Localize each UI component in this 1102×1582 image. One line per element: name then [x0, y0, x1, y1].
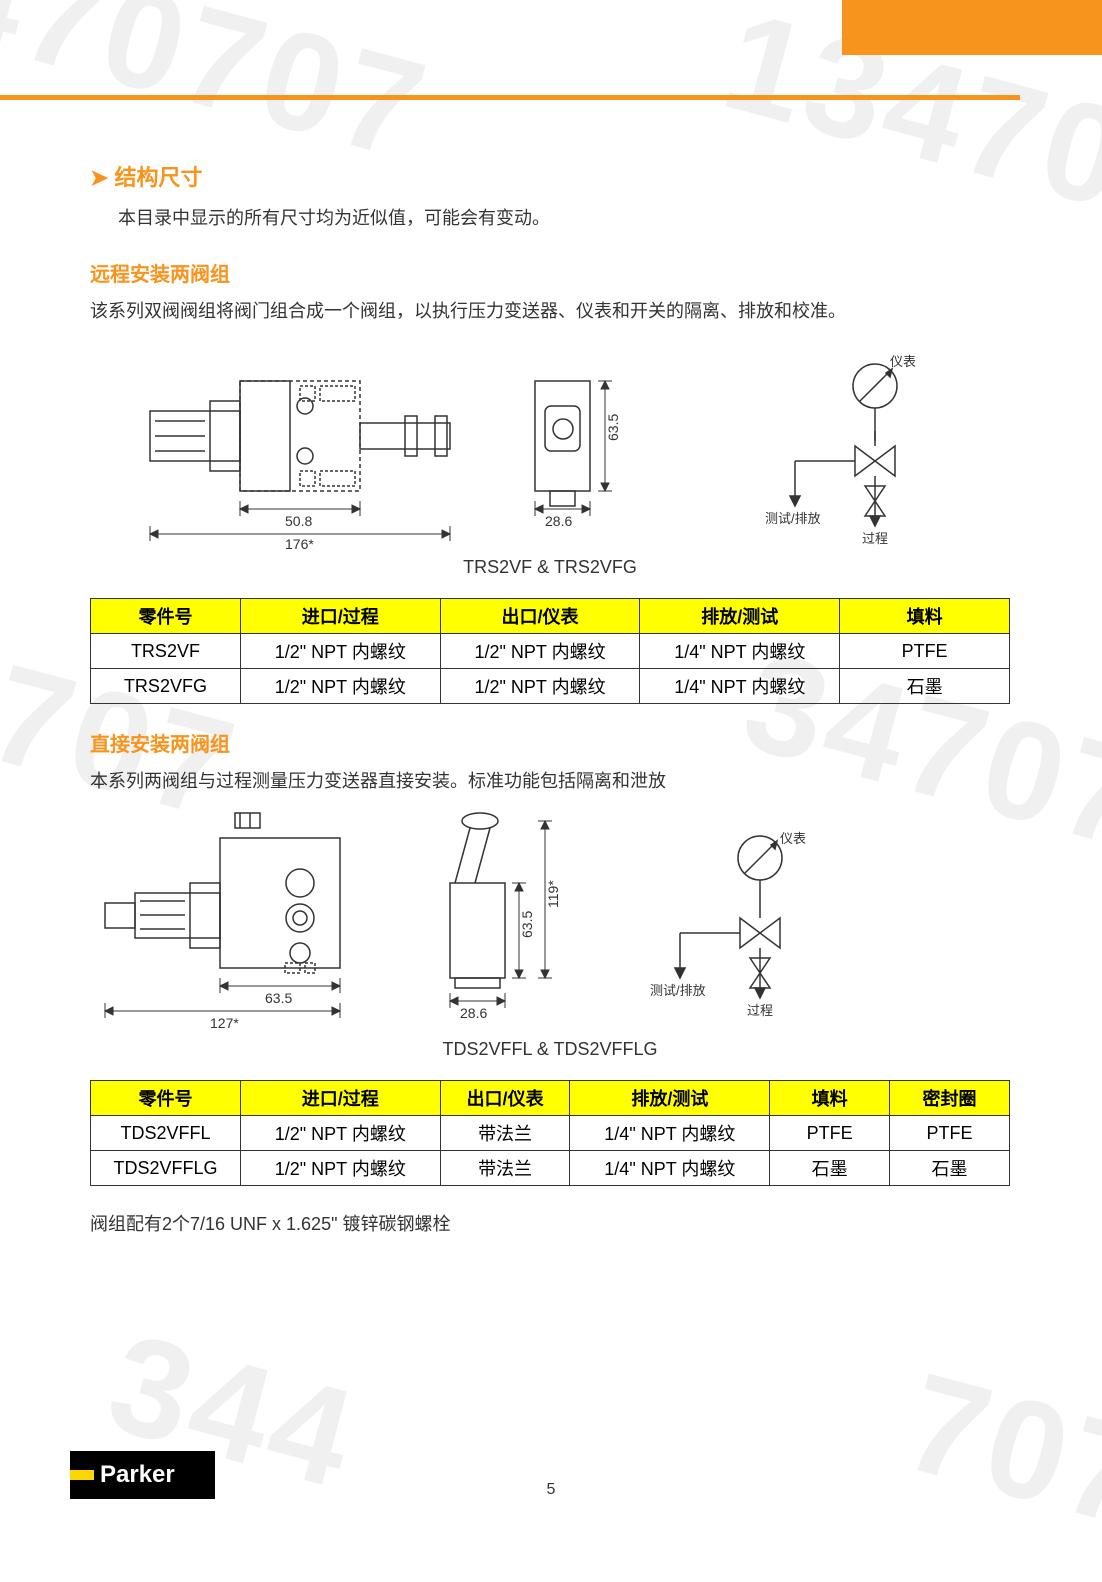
- td: 1/4" NPT 内螺纹: [570, 1116, 770, 1151]
- dim-63-5b: 63.5: [519, 911, 535, 938]
- td: 带法兰: [440, 1151, 570, 1186]
- td: PTFE: [840, 634, 1010, 669]
- dim-127: 127*: [210, 1015, 239, 1031]
- label-process-2: 过程: [747, 1003, 773, 1018]
- th: 进口/过程: [240, 1081, 440, 1116]
- diagram-row-1: 50.8 176*: [90, 351, 1010, 551]
- td: TDS2VFFLG: [91, 1151, 241, 1186]
- th: 出口/仪表: [440, 1081, 570, 1116]
- td: 1/2" NPT 内螺纹: [240, 669, 440, 704]
- remote-desc: 该系列双阀阀组将阀门组合成一个阀组，以执行压力变送器、仪表和开关的隔离、排放和校…: [90, 297, 1010, 323]
- page-number: 5: [547, 1481, 556, 1499]
- table-row: TDS2VFFL 1/2" NPT 内螺纹 带法兰 1/4" NPT 内螺纹 P…: [91, 1116, 1010, 1151]
- dim-50-8: 50.8: [285, 513, 312, 529]
- label-instrument-2: 仪表: [780, 831, 806, 846]
- diagram-trs2vf-side: 63.5 28.6: [490, 351, 660, 551]
- td: 1/4" NPT 内螺纹: [640, 669, 840, 704]
- direct-desc: 本系列两阀组与过程测量压力变送器直接安装。标准功能包括隔离和泄放: [90, 767, 1010, 793]
- diagram-row-2: 63.5 127*: [90, 803, 1010, 1033]
- td: 1/4" NPT 内螺纹: [570, 1151, 770, 1186]
- th: 零件号: [91, 1081, 241, 1116]
- table-row: TRS2VF 1/2" NPT 内螺纹 1/2" NPT 内螺纹 1/4" NP…: [91, 634, 1010, 669]
- label-process: 过程: [862, 531, 888, 546]
- td: 石墨: [890, 1151, 1010, 1186]
- td: PTFE: [770, 1116, 890, 1151]
- th: 出口/仪表: [440, 599, 640, 634]
- logo-text: Parker: [100, 1461, 175, 1489]
- td: PTFE: [890, 1116, 1010, 1151]
- direct-mount-title: 直接安装两阀组: [90, 728, 1010, 757]
- watermark: 7073: [889, 1340, 1102, 1581]
- th: 排放/测试: [570, 1081, 770, 1116]
- td: 带法兰: [440, 1116, 570, 1151]
- table-row: TRS2VFG 1/2" NPT 内螺纹 1/2" NPT 内螺纹 1/4" N…: [91, 669, 1010, 704]
- dim-63-5: 63.5: [605, 414, 621, 441]
- remote-mount-title: 远程安装两阀组: [90, 258, 1010, 287]
- section-title-text: 结构尺寸: [114, 165, 202, 190]
- td: TRS2VFG: [91, 669, 241, 704]
- table-tds2vffl: 零件号 进口/过程 出口/仪表 排放/测试 填料 密封圈 TDS2VFFL 1/…: [90, 1080, 1010, 1186]
- diagram-tds2vffl-front: 63.5 127*: [90, 803, 390, 1033]
- dim-176: 176*: [285, 536, 314, 551]
- td: TDS2VFFL: [91, 1116, 241, 1151]
- diagram1-caption: TRS2VF & TRS2VFG: [90, 557, 1010, 578]
- th: 密封圈: [890, 1081, 1010, 1116]
- td: 1/2" NPT 内螺纹: [240, 1116, 440, 1151]
- td: 石墨: [840, 669, 1010, 704]
- diagram-tds2vffl-side: 63.5 119* 28.6: [420, 803, 590, 1033]
- td: 1/2" NPT 内螺纹: [240, 1151, 440, 1186]
- parker-logo: Parker: [70, 1451, 215, 1499]
- header-divider: [0, 95, 1020, 100]
- table-trs2vf: 零件号 进口/过程 出口/仪表 排放/测试 填料 TRS2VF 1/2" NPT…: [90, 598, 1010, 704]
- diagram-trs2vf-schematic: 仪表 测试/排放 过程: [690, 351, 920, 551]
- td: 1/4" NPT 内螺纹: [640, 634, 840, 669]
- td: 1/2" NPT 内螺纹: [440, 634, 640, 669]
- dim-119: 119*: [545, 880, 561, 908]
- th: 排放/测试: [640, 599, 840, 634]
- th: 零件号: [91, 599, 241, 634]
- intro-text: 本目录中显示的所有尺寸均为近似值，可能会有变动。: [90, 204, 1010, 230]
- td: 1/2" NPT 内螺纹: [240, 634, 440, 669]
- td: 石墨: [770, 1151, 890, 1186]
- th: 进口/过程: [240, 599, 440, 634]
- bolt-note: 阀组配有2个7/16 UNF x 1.625" 镀锌碳钢螺栓: [90, 1210, 1010, 1236]
- section-title: ➤结构尺寸: [90, 160, 1010, 192]
- diagram-tds2vffl-schematic: 仪表 测试/排放 过程: [620, 823, 850, 1033]
- diagram-trs2vf-front: 50.8 176*: [90, 351, 460, 551]
- th: 填料: [770, 1081, 890, 1116]
- td: 1/2" NPT 内螺纹: [440, 669, 640, 704]
- dim-28-6: 28.6: [545, 513, 572, 529]
- label-test-2: 测试/排放: [650, 983, 706, 998]
- td: TRS2VF: [91, 634, 241, 669]
- table-row: TDS2VFFLG 1/2" NPT 内螺纹 带法兰 1/4" NPT 内螺纹 …: [91, 1151, 1010, 1186]
- arrow-icon: ➤: [90, 165, 108, 190]
- label-test: 测试/排放: [765, 511, 821, 526]
- label-instrument: 仪表: [890, 354, 916, 369]
- dim-28-6b: 28.6: [460, 1005, 487, 1021]
- logo-bar-icon: [70, 1470, 94, 1480]
- header-orange-block: [842, 0, 1102, 55]
- diagram2-caption: TDS2VFFL & TDS2VFFLG: [90, 1039, 1010, 1060]
- th: 填料: [840, 599, 1010, 634]
- dim-63-5a: 63.5: [265, 990, 292, 1006]
